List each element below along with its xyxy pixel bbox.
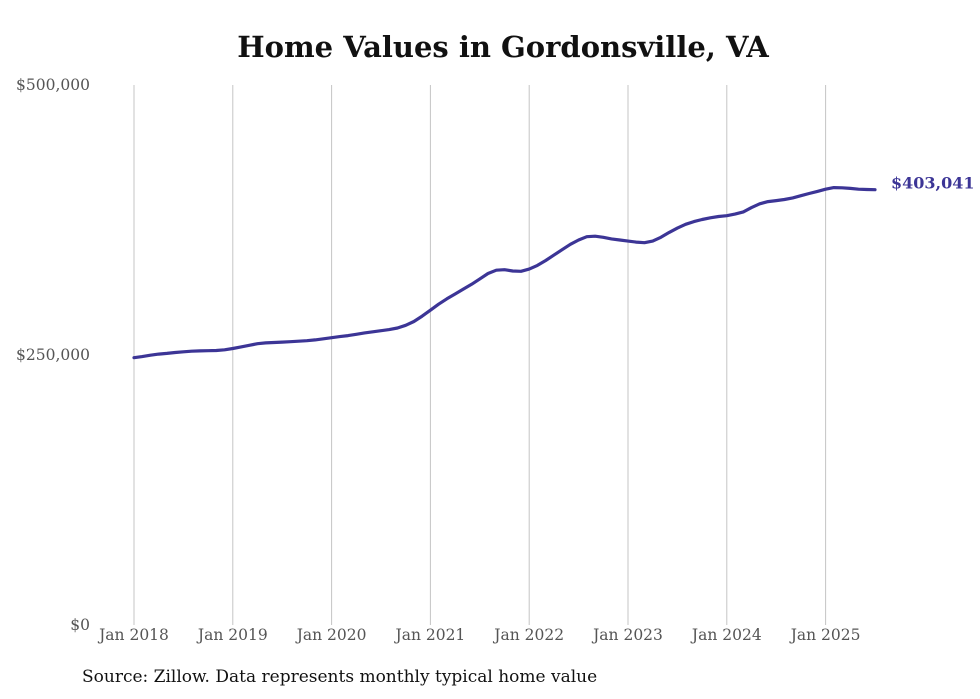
end-value-label: $403,041 <box>891 174 975 193</box>
series-line <box>132 186 877 360</box>
x-tick-label: Jan 2024 <box>690 626 762 644</box>
y-tick-label: $0 <box>70 616 90 634</box>
x-tick-label: Jan 2019 <box>196 626 268 644</box>
y-tick-label: $500,000 <box>16 76 90 94</box>
x-tick-label: Jan 2018 <box>97 626 169 644</box>
x-tick-label: Jan 2021 <box>393 626 465 644</box>
chart-title: Home Values in Gordonsville, VA <box>237 30 769 64</box>
y-tick-label: $250,000 <box>16 346 90 364</box>
source-note: Source: Zillow. Data represents monthly … <box>82 667 598 687</box>
x-tick-label: Jan 2020 <box>295 626 367 644</box>
x-tick-label: Jan 2023 <box>591 626 663 644</box>
x-tick-label: Jan 2022 <box>492 626 564 644</box>
x-tick-label: Jan 2025 <box>789 626 861 644</box>
